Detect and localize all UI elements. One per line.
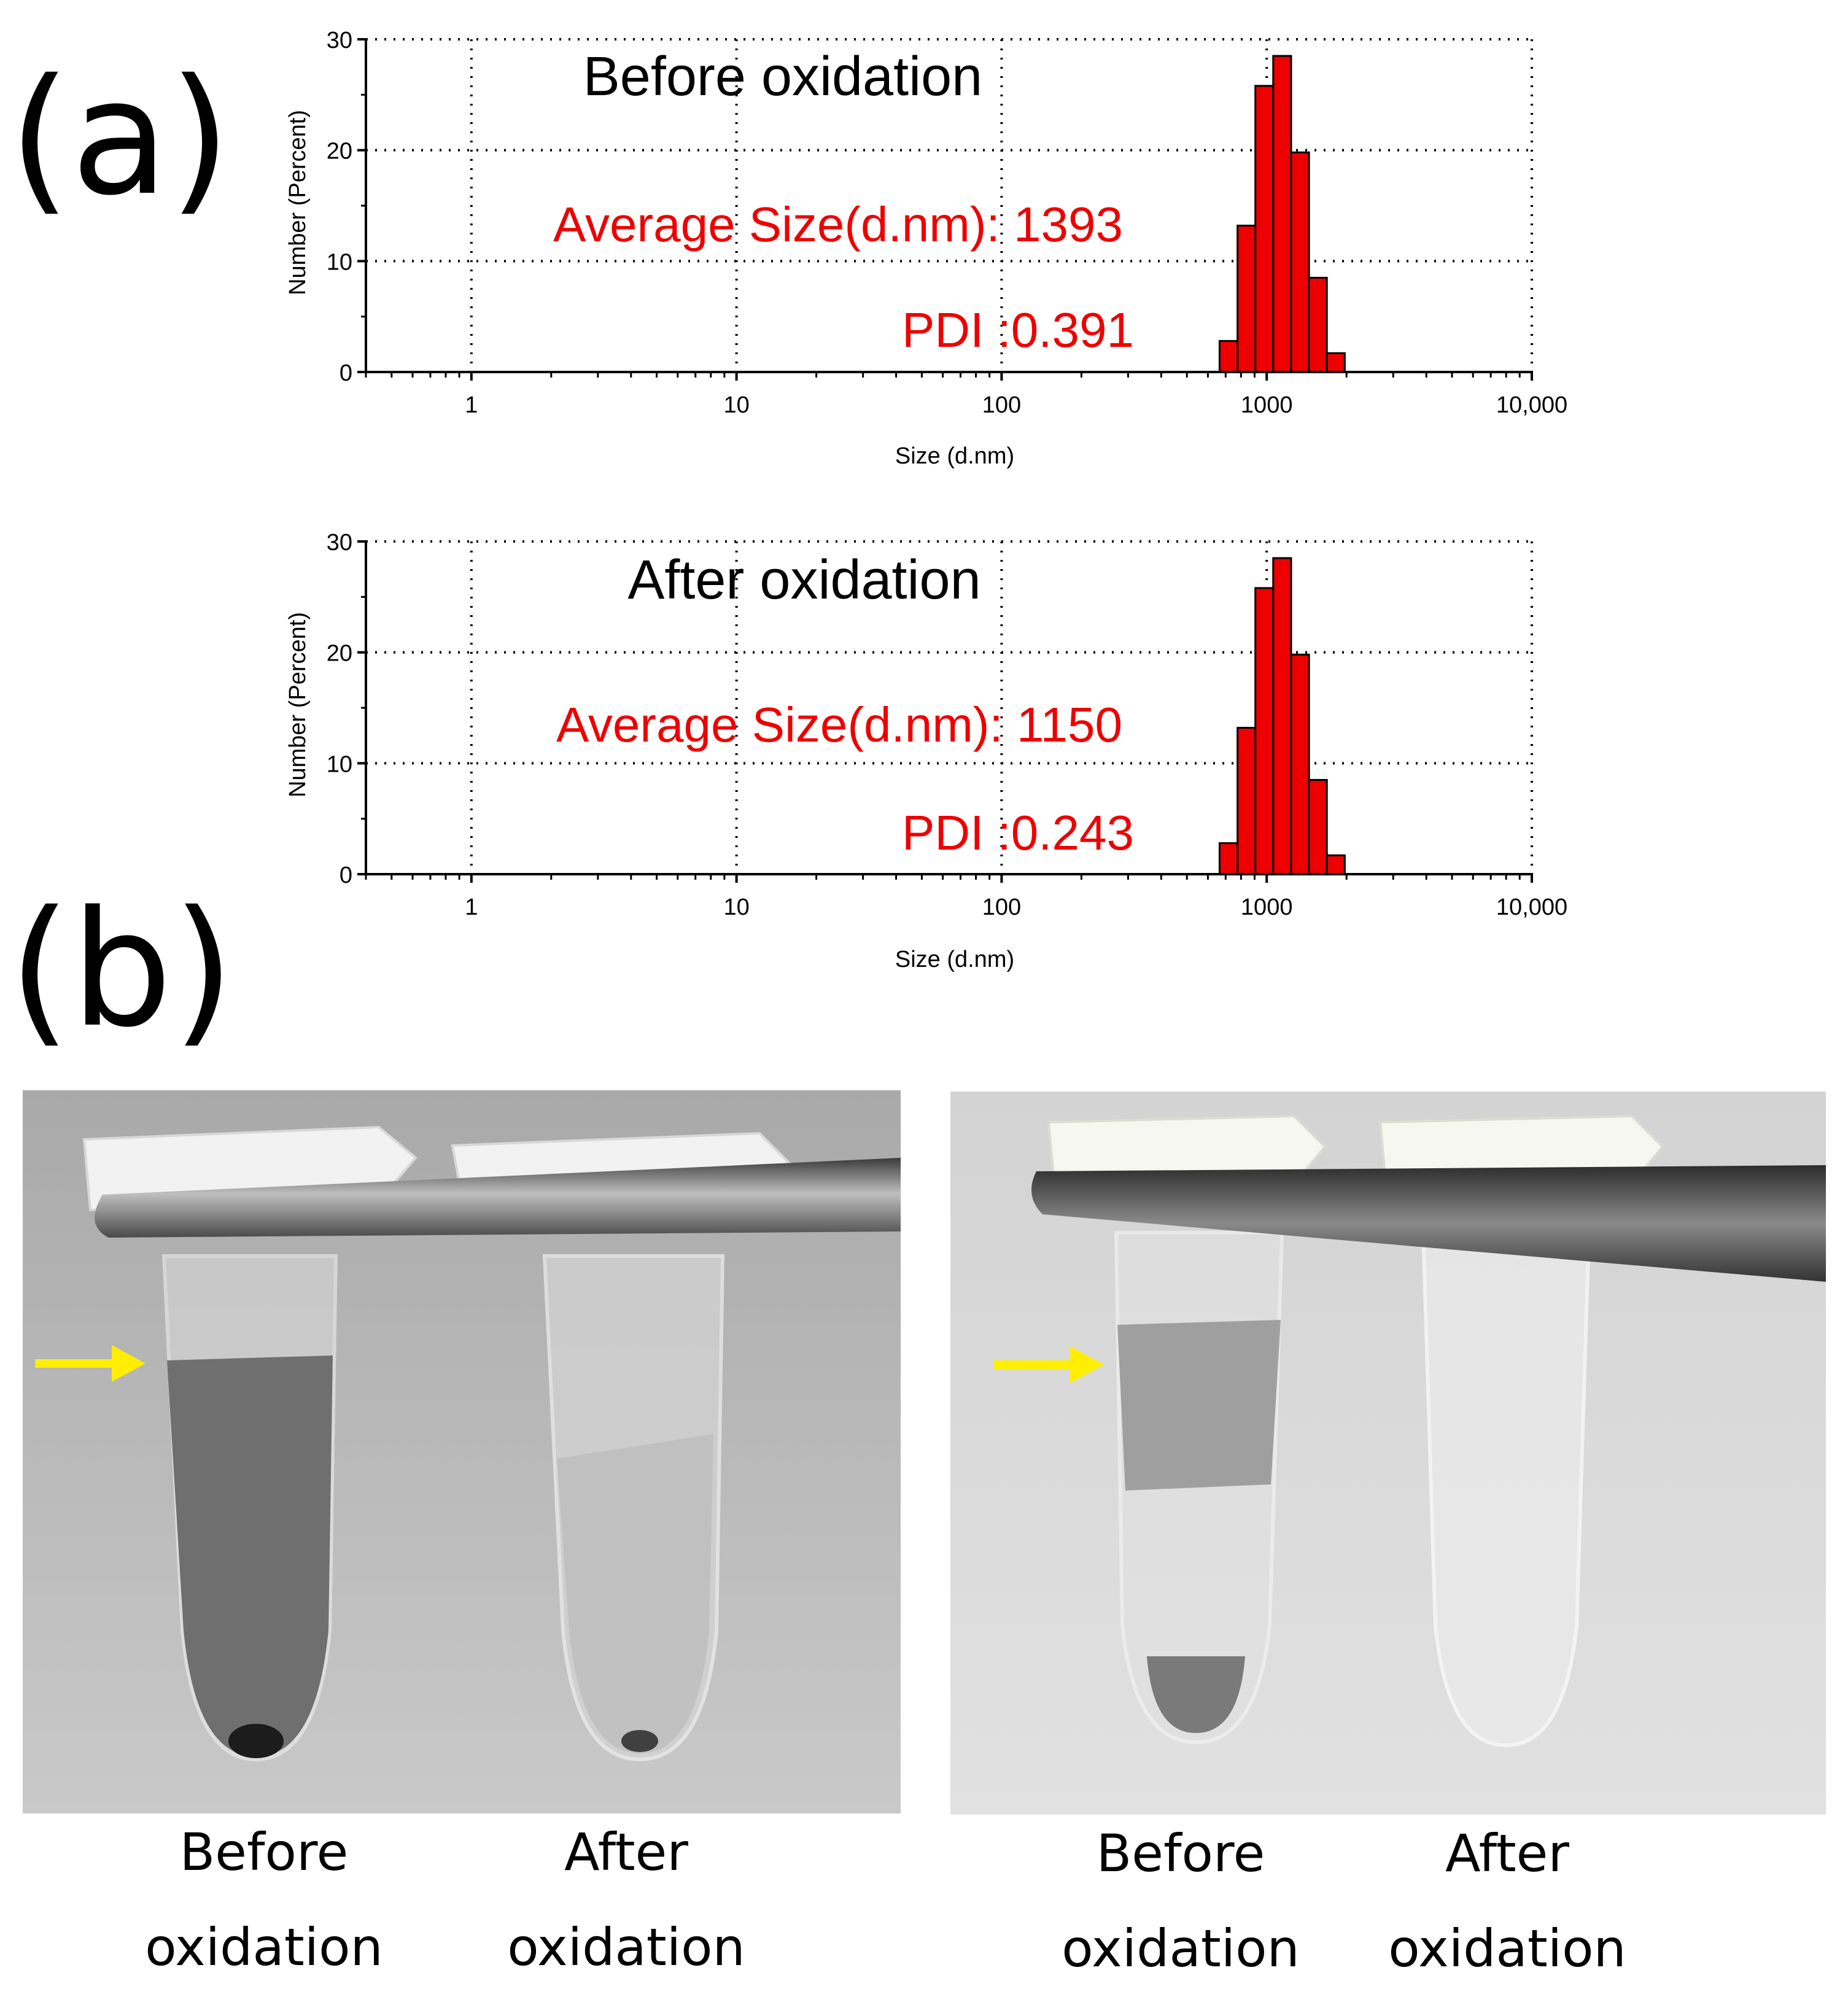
caption-line: oxidation — [507, 1917, 745, 1978]
bars — [1218, 557, 1346, 875]
average-size-label: Average Size(d.nm): 1393 — [553, 197, 1123, 252]
tube-before — [82, 1125, 417, 1762]
caption-photo2-before: Before oxidation — [1033, 1806, 1328, 1997]
x-tick-label: 10 — [723, 894, 749, 920]
x-tick-label: 100 — [982, 894, 1021, 920]
x-axis-label: Size (d.nm) — [895, 443, 1014, 469]
histogram-bar — [1326, 854, 1346, 875]
caption-photo2-after: After oxidation — [1360, 1806, 1655, 1997]
caption-photo1-after: After oxidation — [479, 1805, 774, 1996]
y-tick-label: 30 — [327, 28, 352, 53]
x-tick-label: 1000 — [1241, 894, 1293, 920]
arrow-icon — [993, 1346, 1104, 1383]
y-tick-label: 30 — [327, 530, 352, 556]
histogram-bar — [1218, 339, 1239, 373]
pdi-label: PDI :0.391 — [902, 303, 1134, 357]
axis-ticks: 0 10 20 30 1 10 100 1000 10,000 — [327, 530, 1567, 920]
caption-line: oxidation — [1062, 1918, 1300, 1979]
caption-line: oxidation — [145, 1917, 383, 1978]
tweezers — [1031, 1165, 1826, 1282]
caption-line: Before — [179, 1822, 349, 1882]
y-tick-label: 10 — [327, 751, 352, 777]
histogram-bar — [1237, 727, 1257, 875]
y-tick-label: 20 — [327, 139, 352, 165]
x-axis-label: Size (d.nm) — [895, 947, 1014, 972]
dls-histogram-before: 0 10 20 30 1 10 100 1000 10,000 Before oxidation… — [285, 28, 1567, 469]
histogram-bar — [1308, 778, 1328, 875]
caption-photo1-before: Before oxidation — [117, 1805, 411, 1996]
chart-title: After oxidation — [627, 549, 980, 611]
y-axis-label: Number (Percent) — [285, 612, 311, 797]
chart-title: Before oxidation — [583, 46, 982, 107]
bars — [1218, 55, 1346, 373]
average-size-label: Average Size(d.nm): 1150 — [556, 697, 1122, 752]
tube-photo-1 — [23, 1090, 901, 1813]
y-axis-label: Number (Percent) — [285, 110, 311, 295]
x-tick-label: 10,000 — [1496, 392, 1567, 418]
caption-line: Before — [1096, 1823, 1265, 1883]
pdi-label: PDI :0.243 — [902, 805, 1134, 860]
x-tick-label: 1000 — [1241, 392, 1293, 418]
panel-label-a: (a) — [9, 45, 231, 231]
y-tick-label: 0 — [340, 863, 352, 888]
y-tick-label: 0 — [340, 360, 352, 386]
histogram-bar — [1254, 587, 1275, 875]
histogram-bar — [1308, 276, 1328, 373]
x-tick-label: 100 — [982, 392, 1021, 418]
x-tick-label: 1 — [465, 392, 478, 418]
histogram-bar — [1218, 842, 1239, 875]
histogram-bar — [1290, 653, 1310, 875]
x-tick-label: 1 — [465, 894, 478, 920]
y-tick-label: 20 — [327, 641, 352, 667]
arrow-icon — [35, 1345, 146, 1382]
caption-line: After — [1445, 1823, 1569, 1883]
panel-label-b: (b) — [9, 877, 235, 1063]
y-tick-label: 10 — [327, 249, 352, 275]
histogram-bar — [1254, 85, 1275, 373]
tweezers — [95, 1158, 901, 1238]
histogram-bar — [1326, 352, 1346, 373]
x-tick-label: 10 — [723, 392, 749, 418]
histogram-bar — [1272, 557, 1292, 875]
histogram-bar — [1290, 151, 1310, 373]
histogram-bar — [1237, 225, 1257, 373]
tube-photo-2 — [950, 1092, 1826, 1815]
histogram-bar — [1272, 55, 1292, 373]
caption-line: After — [564, 1822, 688, 1882]
caption-line: oxidation — [1388, 1918, 1626, 1979]
axis-ticks: 0 10 20 30 1 10 100 1000 10,000 — [327, 28, 1567, 418]
x-tick-label: 10,000 — [1496, 894, 1567, 920]
